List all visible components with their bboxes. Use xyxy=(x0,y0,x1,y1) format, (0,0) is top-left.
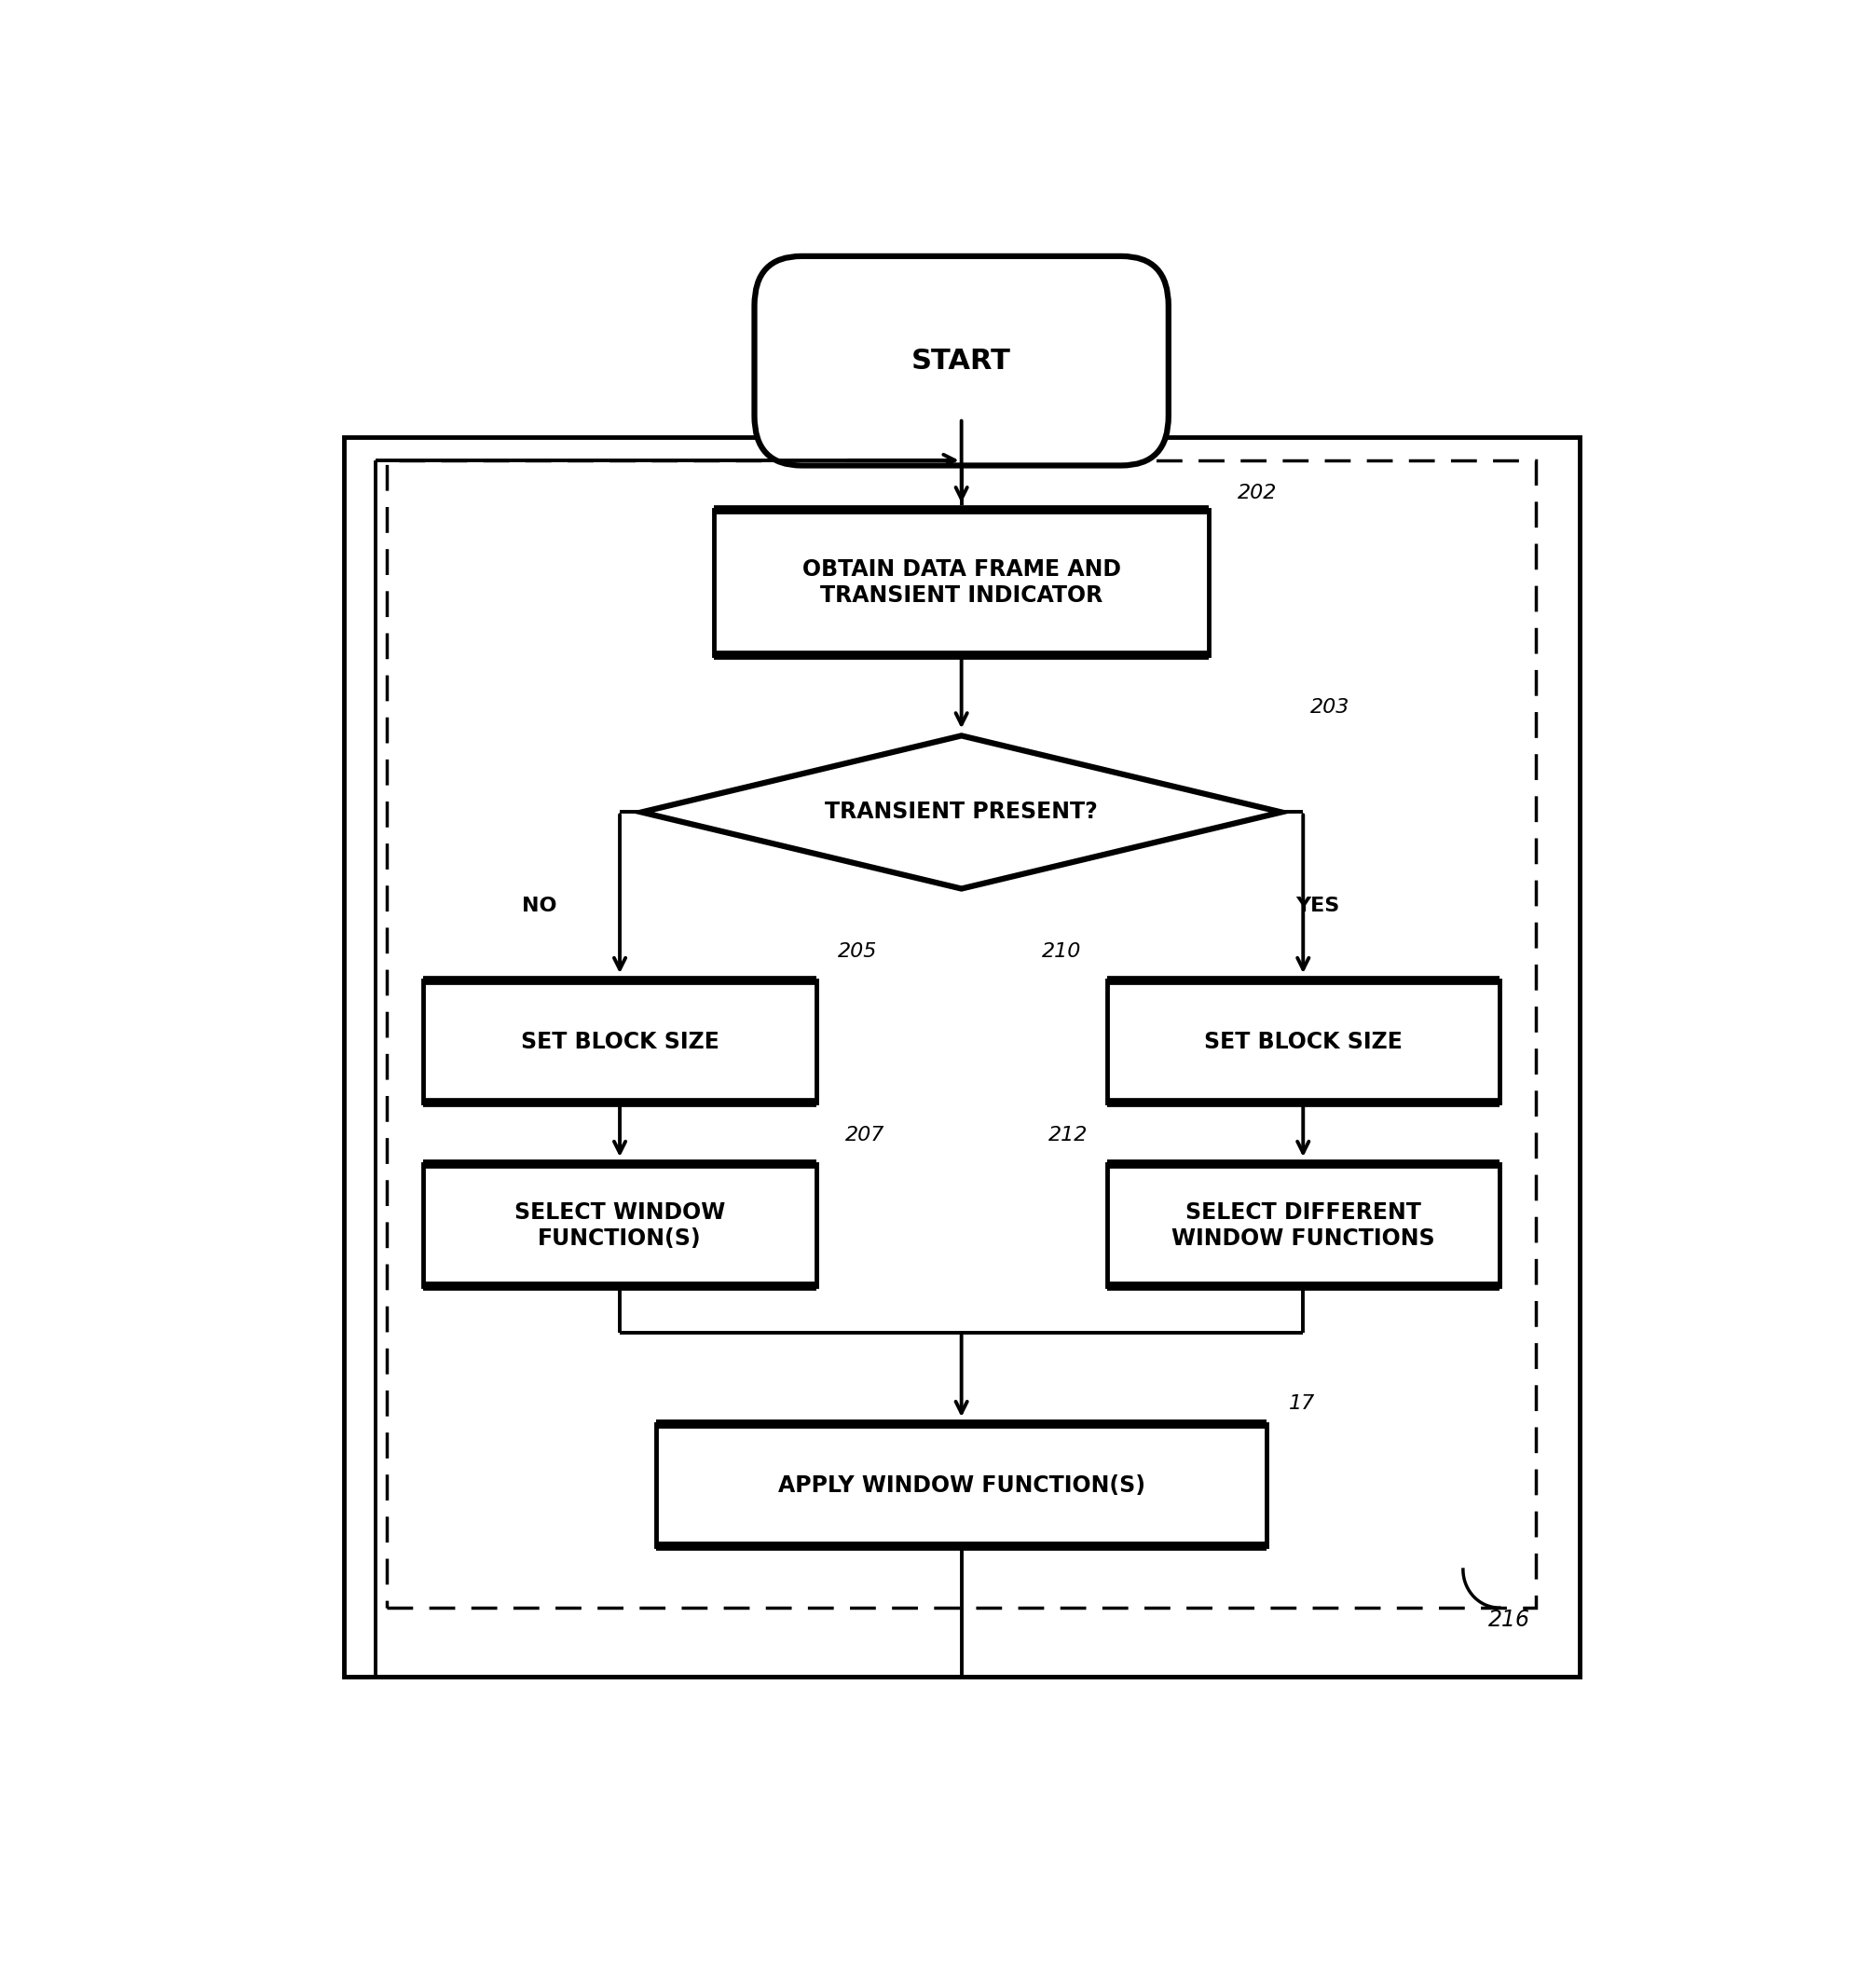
Polygon shape xyxy=(642,735,1281,888)
Text: 203: 203 xyxy=(1309,697,1351,717)
Text: SELECT WINDOW
FUNCTION(S): SELECT WINDOW FUNCTION(S) xyxy=(514,1202,726,1250)
Bar xyxy=(1107,1164,1499,1286)
Text: SELECT DIFFERENT
WINDOW FUNCTIONS: SELECT DIFFERENT WINDOW FUNCTIONS xyxy=(1171,1202,1435,1250)
Text: START: START xyxy=(912,348,1011,374)
Text: SET BLOCK SIZE: SET BLOCK SIZE xyxy=(1204,1031,1403,1053)
Bar xyxy=(343,437,1580,1677)
Bar xyxy=(1107,980,1499,1103)
Text: 207: 207 xyxy=(846,1127,885,1145)
Text: OBTAIN DATA FRAME AND
TRANSIENT INDICATOR: OBTAIN DATA FRAME AND TRANSIENT INDICATO… xyxy=(803,558,1120,606)
Text: SET BLOCK SIZE: SET BLOCK SIZE xyxy=(520,1031,719,1053)
Text: 205: 205 xyxy=(839,942,878,962)
Bar xyxy=(715,511,1208,656)
FancyBboxPatch shape xyxy=(754,256,1169,465)
Text: NO: NO xyxy=(522,896,557,916)
Bar xyxy=(424,1164,816,1286)
Text: TRANSIENT PRESENT?: TRANSIENT PRESENT? xyxy=(825,801,1097,823)
Text: YES: YES xyxy=(1296,896,1339,916)
Text: 17: 17 xyxy=(1289,1395,1315,1413)
Text: APPLY WINDOW FUNCTION(S): APPLY WINDOW FUNCTION(S) xyxy=(779,1474,1144,1496)
Text: 210: 210 xyxy=(1041,942,1081,962)
Bar xyxy=(424,980,816,1103)
Text: 212: 212 xyxy=(1049,1127,1088,1145)
Bar xyxy=(657,1425,1266,1546)
Text: 216: 216 xyxy=(1488,1607,1529,1631)
Text: 202: 202 xyxy=(1238,483,1278,503)
Bar xyxy=(386,461,1536,1607)
